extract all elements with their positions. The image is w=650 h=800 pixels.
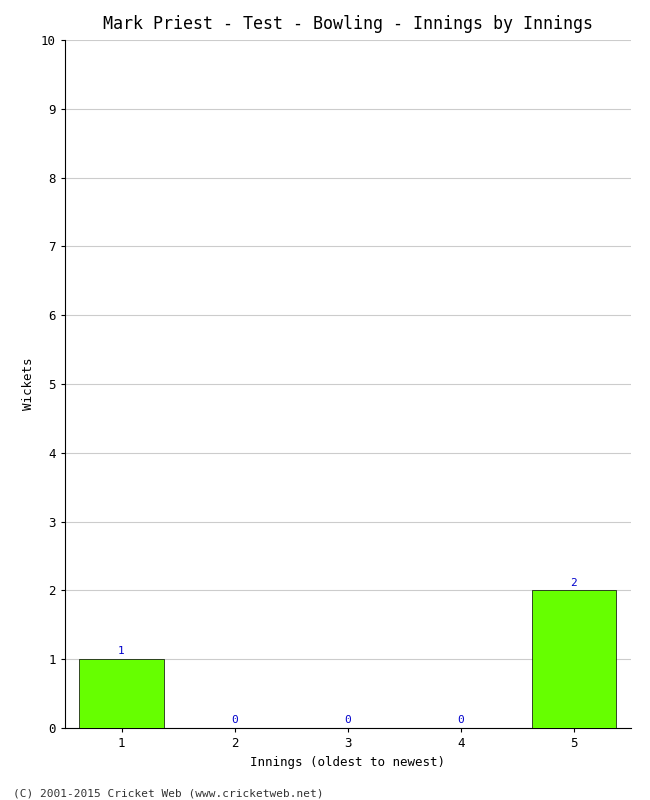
Bar: [532, 590, 616, 728]
X-axis label: Innings (oldest to newest): Innings (oldest to newest): [250, 755, 445, 769]
Y-axis label: Wickets: Wickets: [22, 358, 35, 410]
Text: 0: 0: [344, 715, 351, 726]
Text: 2: 2: [571, 578, 577, 588]
Text: 0: 0: [231, 715, 238, 726]
Text: 1: 1: [118, 646, 125, 657]
Text: 0: 0: [458, 715, 464, 726]
Bar: [79, 659, 164, 728]
Text: (C) 2001-2015 Cricket Web (www.cricketweb.net): (C) 2001-2015 Cricket Web (www.cricketwe…: [13, 788, 324, 798]
Title: Mark Priest - Test - Bowling - Innings by Innings: Mark Priest - Test - Bowling - Innings b…: [103, 15, 593, 33]
